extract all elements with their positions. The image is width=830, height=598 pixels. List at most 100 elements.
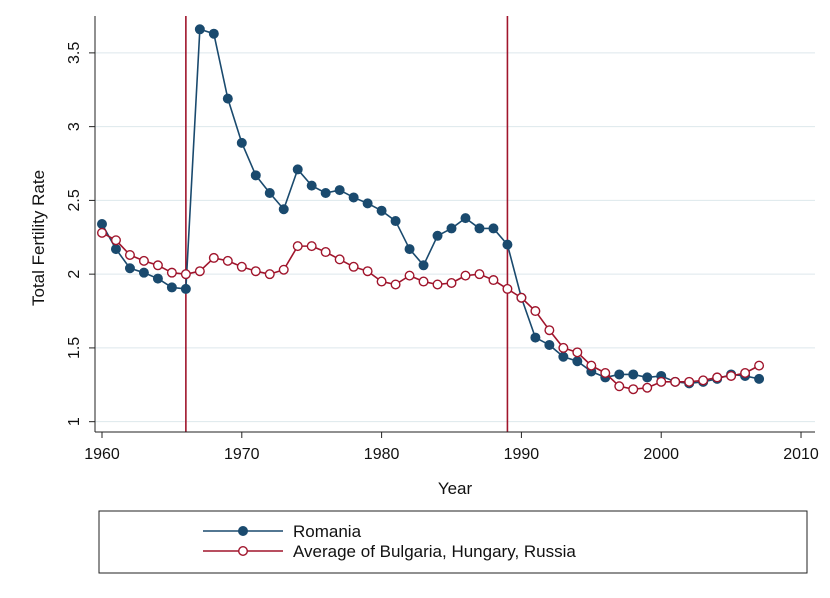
data-point [614, 381, 625, 392]
data-point [404, 244, 415, 255]
y-tick-label: 1.5 [66, 337, 83, 359]
event-lines [185, 16, 509, 432]
data-point [432, 230, 443, 241]
data-point [110, 244, 121, 255]
series-0 [96, 24, 765, 389]
x-axis-title: Year [438, 479, 473, 498]
x-tick-label: 2010 [783, 446, 819, 463]
series-line-1 [101, 232, 760, 391]
data-point [726, 370, 737, 381]
axes: 1 1.5 2 2.5 3 3.5 1960 1970 1980 1990 2000 2010 [66, 16, 819, 463]
data-point [96, 218, 107, 229]
data-point [530, 332, 541, 343]
data-point [306, 180, 317, 191]
y-tick-label: 3.5 [66, 42, 83, 64]
legend-label-romania: Romania [293, 522, 362, 541]
data-point [488, 275, 499, 286]
data-point [558, 342, 569, 353]
data-point [138, 255, 149, 266]
data-point [516, 292, 527, 303]
data-point [642, 372, 653, 383]
data-point [334, 185, 345, 196]
x-tick-label: 2000 [643, 446, 679, 463]
data-point [152, 260, 163, 271]
data-point [166, 282, 177, 293]
x-tick-label: 1960 [84, 446, 120, 463]
data-point [502, 283, 513, 294]
legend: Romania Average of Bulgaria, Hungary, Ru… [98, 510, 808, 574]
legend-box [98, 510, 808, 574]
data-point [460, 213, 471, 224]
data-point [474, 269, 485, 280]
x-tick-label: 1980 [364, 446, 400, 463]
data-point [236, 261, 247, 272]
data-point [334, 254, 345, 265]
data-point [250, 266, 261, 277]
data-point [754, 373, 765, 384]
data-point [292, 164, 303, 175]
data-point [754, 360, 765, 371]
data-point [138, 267, 149, 278]
data-point [712, 372, 723, 383]
data-point [236, 137, 247, 148]
series-1 [96, 227, 765, 395]
data-point [502, 239, 513, 250]
data-point [572, 356, 583, 367]
data-point [474, 223, 485, 234]
data-point [292, 241, 303, 252]
data-point [418, 276, 429, 287]
data-point [362, 198, 373, 209]
data-point [278, 264, 289, 275]
data-point [446, 223, 457, 234]
data-point [222, 255, 233, 266]
data-point [124, 249, 135, 260]
data-point [446, 278, 457, 289]
data-point [208, 28, 219, 39]
data-point [544, 325, 555, 336]
data-point [390, 279, 401, 290]
data-point [642, 382, 653, 393]
data-point [740, 367, 751, 378]
data-point [264, 269, 275, 280]
data-point [250, 170, 261, 181]
data-point [628, 384, 639, 395]
data-point [628, 369, 639, 380]
data-point [432, 279, 443, 290]
data-point [488, 223, 499, 234]
data-point [670, 376, 681, 387]
y-tick-label: 2.5 [66, 189, 83, 211]
data-point [684, 376, 695, 387]
y-tick-label: 3 [66, 122, 83, 131]
y-axis-title: Total Fertility Rate [29, 170, 48, 306]
series-line-0 [101, 28, 760, 385]
data-point [208, 252, 219, 263]
x-tick-label: 1990 [504, 446, 540, 463]
data-point [166, 267, 177, 278]
data-point [222, 93, 233, 104]
gridlines [95, 52, 815, 423]
legend-entry-romania: Romania [203, 522, 362, 541]
data-point [418, 260, 429, 271]
data-point [572, 347, 583, 358]
data-point [530, 306, 541, 317]
data-point [656, 376, 667, 387]
axis-labels: Year Total Fertility Rate [29, 170, 473, 498]
data-point [320, 188, 331, 199]
data-point [194, 24, 205, 35]
data-point [544, 339, 555, 350]
data-point [404, 270, 415, 281]
y-tick-label: 1 [66, 417, 83, 426]
data-point [586, 360, 597, 371]
data-point [264, 188, 275, 199]
data-point [152, 273, 163, 284]
data-point [320, 247, 331, 258]
data-point [390, 216, 401, 227]
y-tick-label: 2 [66, 270, 83, 279]
data-point [698, 375, 709, 386]
data-point [180, 283, 191, 294]
data-point [278, 204, 289, 215]
data-point [110, 235, 121, 246]
series-group [96, 24, 765, 395]
